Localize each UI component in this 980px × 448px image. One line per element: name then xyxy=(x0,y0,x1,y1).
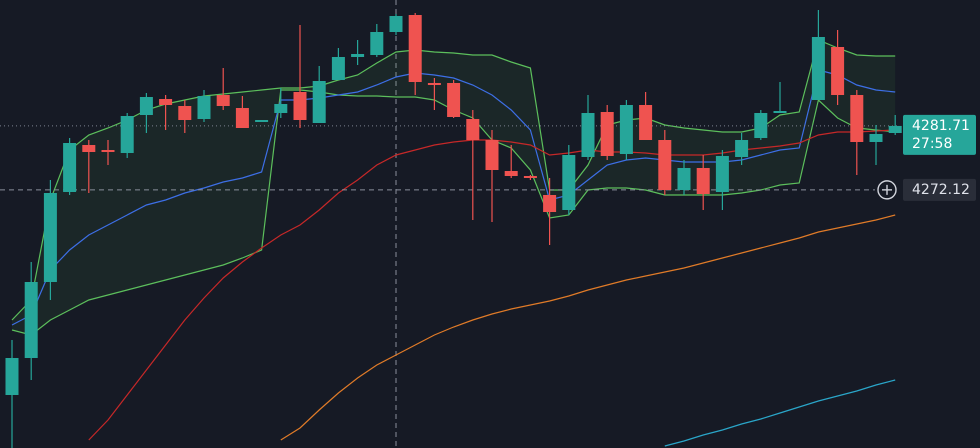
candle-body xyxy=(408,15,422,82)
candle-body xyxy=(159,99,173,105)
candle-body xyxy=(773,111,787,113)
candle-body xyxy=(63,143,77,192)
candle-body xyxy=(504,171,518,176)
crosshair-price-label: 4272.12 xyxy=(912,182,970,198)
crosshair-price-box xyxy=(903,178,976,201)
countdown-label: 27:58 xyxy=(912,136,952,152)
candle-body xyxy=(543,195,557,212)
candle-body xyxy=(735,140,749,157)
candle-body xyxy=(351,54,365,57)
candle-body xyxy=(197,96,211,119)
candle-body xyxy=(235,108,249,128)
candle-body xyxy=(581,113,595,157)
candle-body xyxy=(888,125,902,133)
last-price-box xyxy=(903,114,976,155)
candle-body xyxy=(658,140,672,190)
candle-body xyxy=(293,92,307,120)
candle-body xyxy=(811,37,825,100)
candle-body xyxy=(562,155,576,210)
candle-body xyxy=(82,145,96,152)
candle-body xyxy=(178,106,192,120)
candle-body xyxy=(715,156,729,192)
candle-body xyxy=(370,32,384,55)
candle-body xyxy=(466,119,480,140)
overlay-line xyxy=(280,214,896,441)
candle-body xyxy=(5,358,19,395)
candle-body xyxy=(43,193,57,282)
candle-body xyxy=(427,83,441,85)
candle-body xyxy=(754,113,768,138)
candle-body xyxy=(216,95,230,106)
candle-body xyxy=(274,104,288,113)
candle-body xyxy=(869,134,883,142)
candle-body xyxy=(24,282,38,358)
candle-body xyxy=(312,81,326,123)
candle-body xyxy=(619,105,633,154)
overlay-line xyxy=(664,379,896,447)
candle-body xyxy=(120,116,134,153)
candle-body xyxy=(523,176,537,178)
overlay-line xyxy=(11,39,896,321)
candle-body xyxy=(600,112,614,156)
last-price-label: 4281.71 xyxy=(912,118,970,134)
candle-body xyxy=(255,120,269,122)
candle-body xyxy=(447,83,461,117)
candle-body xyxy=(389,16,403,32)
candle-body xyxy=(850,95,864,142)
candle-body xyxy=(831,47,845,95)
candle-body xyxy=(677,168,691,190)
candle-body xyxy=(331,57,345,80)
candle-body xyxy=(696,168,710,194)
candle-body xyxy=(101,150,115,152)
candle-body xyxy=(639,105,653,140)
candle-body xyxy=(139,97,153,115)
overlay-line xyxy=(11,69,896,326)
candle-body xyxy=(485,140,499,170)
